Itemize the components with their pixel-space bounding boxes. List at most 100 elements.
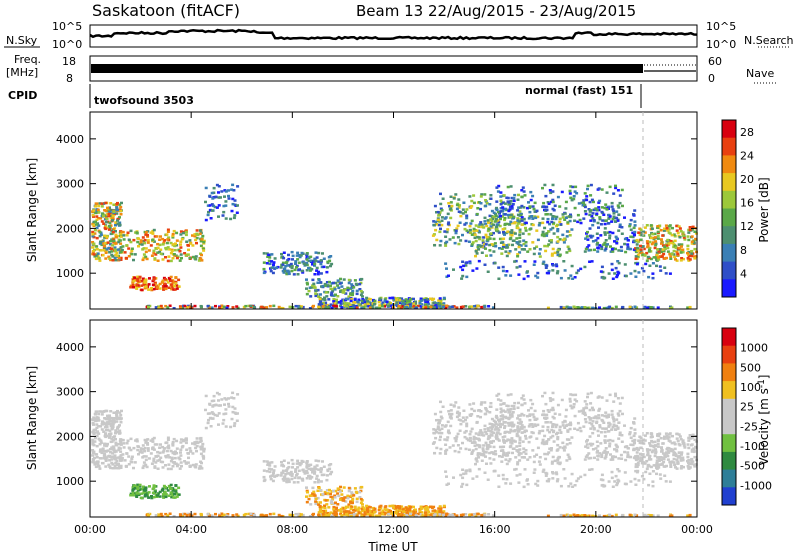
echo-cell: [281, 471, 285, 474]
echo-cell: [210, 514, 214, 517]
echo-cell: [520, 219, 524, 222]
echo-cell: [91, 441, 95, 444]
echo-cell: [616, 204, 620, 207]
echo-cell: [378, 512, 382, 515]
echo-cell: [615, 424, 619, 428]
echo-cell: [147, 283, 151, 286]
echo-cell: [315, 477, 319, 480]
echo-cell: [492, 211, 496, 215]
echo-cell: [227, 405, 231, 408]
echo-cell: [383, 508, 387, 511]
echo-cell: [494, 217, 498, 221]
echo-cell: [518, 444, 522, 447]
echo-cell: [653, 232, 657, 236]
echo-cell: [477, 433, 481, 437]
echo-cell: [162, 496, 166, 499]
echo-cell: [282, 256, 286, 260]
freq-tick-bottom: 8: [66, 72, 73, 85]
echo-cell: [358, 496, 362, 499]
echo-cell: [535, 229, 539, 232]
echo-cell: [642, 442, 646, 445]
echo-cell: [508, 458, 512, 461]
echo-cell: [633, 441, 636, 445]
echo-cell: [676, 252, 680, 256]
echo-cell: [561, 424, 565, 427]
echo-cell: [692, 241, 696, 245]
echo-cell: [347, 503, 351, 506]
echo-cell: [468, 225, 472, 228]
echo-cell: [463, 227, 467, 231]
echo-cell: [663, 247, 667, 250]
echo-cell: [681, 440, 685, 444]
echo-cell: [320, 506, 324, 509]
echo-cell: [105, 456, 109, 459]
echo-cell: [578, 218, 582, 222]
echo-cell: [351, 514, 355, 517]
echo-cell: [551, 434, 555, 438]
echo-cell: [366, 508, 370, 511]
echo-cell: [501, 245, 505, 249]
echo-cell: [273, 475, 277, 478]
echo-cell: [464, 418, 467, 422]
echo-cell: [604, 427, 608, 430]
echo-cell: [92, 417, 96, 420]
echo-cell: [343, 302, 347, 305]
echo-cell: [626, 453, 630, 457]
echo-cell: [315, 266, 319, 270]
echo-cell: [588, 442, 592, 446]
echo-cell: [319, 281, 323, 284]
echo-cell: [178, 458, 182, 461]
echo-cell: [475, 229, 479, 232]
echo-cell: [129, 284, 133, 288]
echo-cell: [103, 241, 107, 245]
echo-cell: [289, 262, 293, 266]
echo-cell: [589, 236, 593, 239]
echo-cell: [115, 206, 119, 209]
echo-cell: [210, 306, 214, 309]
echo-cell: [311, 513, 315, 517]
freq-panel-frame: [89, 55, 698, 82]
echo-cell: [564, 424, 568, 427]
echo-cell: [567, 306, 571, 309]
echo-cell: [502, 207, 506, 211]
echo-cell: [646, 306, 650, 310]
echo-cell: [143, 287, 147, 290]
echo-cell: [480, 251, 484, 254]
echo-cell: [127, 247, 131, 250]
echo-cell: [470, 452, 474, 455]
echo-cell: [681, 456, 685, 459]
echo-cell: [193, 443, 197, 446]
echo-cell: [138, 485, 142, 488]
echo-cell: [108, 416, 112, 420]
echo-cell: [412, 513, 416, 516]
echo-cell: [541, 230, 545, 234]
echo-cell: [504, 454, 508, 457]
echo-cell: [140, 243, 144, 246]
echo-cell: [95, 223, 98, 226]
echo-cell: [147, 491, 151, 494]
echo-cell: [305, 292, 309, 296]
echo-cell: [692, 447, 696, 450]
echo-cell: [518, 210, 522, 213]
echo-cell: [357, 506, 361, 509]
echo-cell: [568, 249, 572, 253]
echo-cell: [489, 440, 493, 443]
echo-cell: [573, 398, 577, 401]
echo-cell: [329, 293, 333, 297]
echo-cell: [119, 233, 123, 236]
echo-cell: [215, 391, 219, 395]
echo-cell: [154, 287, 158, 290]
echo-cell: [116, 222, 120, 225]
echo-cell: [127, 463, 131, 466]
echo-cell: [569, 306, 573, 309]
echo-cell: [476, 236, 480, 239]
echo-cell: [510, 413, 514, 416]
echo-cell: [607, 413, 611, 417]
echo-cell: [162, 490, 166, 493]
echo-cell: [329, 511, 333, 514]
echo-cell: [329, 284, 332, 288]
echo-cell: [565, 251, 569, 254]
echo-cell: [540, 234, 544, 237]
echo-cell: [340, 493, 344, 496]
